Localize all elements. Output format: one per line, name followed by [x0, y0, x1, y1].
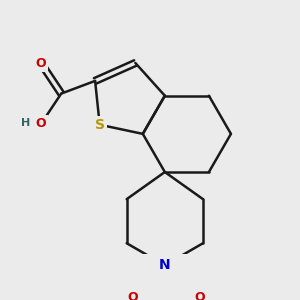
Text: O: O [127, 291, 138, 300]
Text: O: O [194, 291, 205, 300]
Text: S: S [95, 118, 105, 132]
Text: O: O [36, 117, 46, 130]
Text: N: N [159, 258, 171, 272]
Text: H: H [21, 118, 30, 128]
Text: O: O [36, 58, 46, 70]
